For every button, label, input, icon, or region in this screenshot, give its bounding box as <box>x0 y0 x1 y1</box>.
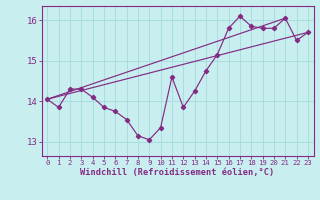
X-axis label: Windchill (Refroidissement éolien,°C): Windchill (Refroidissement éolien,°C) <box>80 168 275 177</box>
